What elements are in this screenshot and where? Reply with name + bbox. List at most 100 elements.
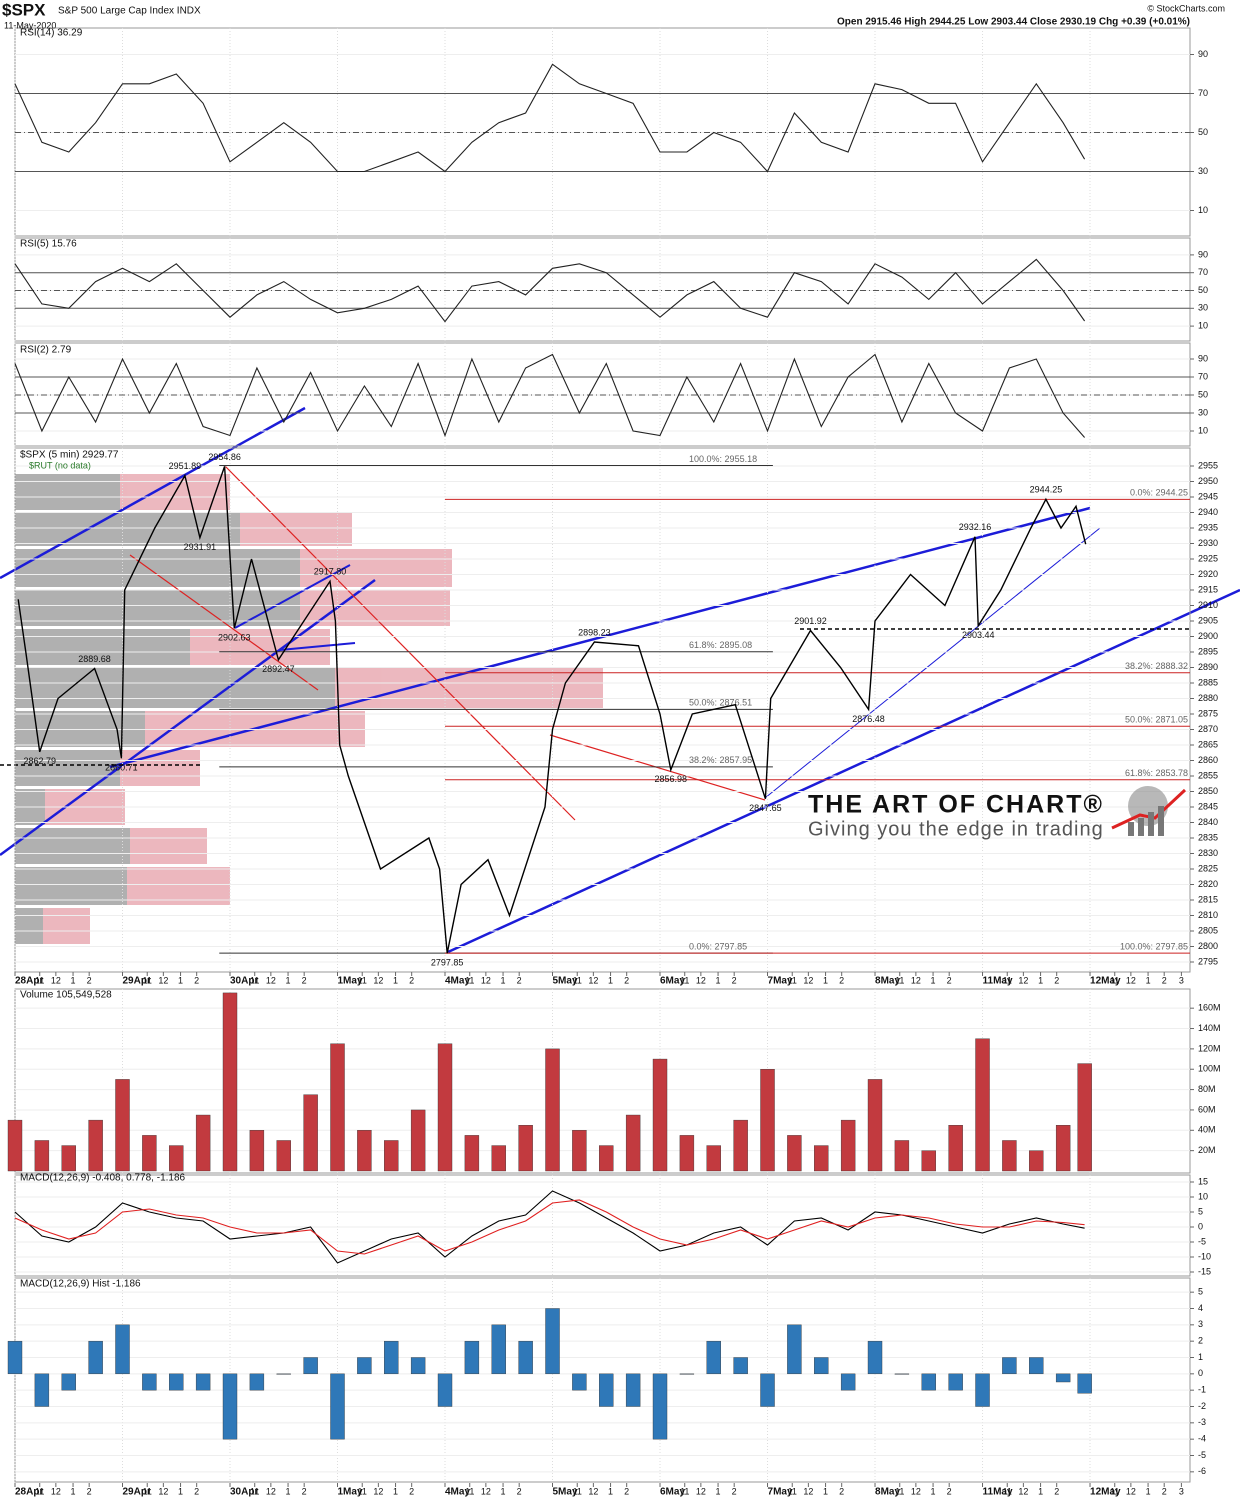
y-tick-label: 2805	[1198, 925, 1218, 935]
y-tick-label: 2915	[1198, 584, 1218, 594]
bar	[410, 1357, 426, 1375]
bar	[572, 1130, 587, 1172]
x-tick-label: 12	[588, 1486, 598, 1496]
y-tick-label: -3	[1198, 1417, 1206, 1427]
trend-line	[279, 642, 356, 651]
panel-subtitle: $RUT (no data)	[29, 460, 91, 470]
x-tick-label: 12	[266, 975, 276, 985]
x-tick-label: 2	[1054, 975, 1059, 985]
vbp-bar	[15, 474, 120, 510]
x-tick-label: 28Apr	[15, 1487, 43, 1498]
y-tick-label: 20M	[1198, 1145, 1216, 1155]
x-tick-label: 28Apr	[15, 976, 43, 987]
price-label: 2847.65	[749, 803, 782, 813]
x-tick-label: 11May	[983, 1487, 1013, 1498]
x-tick-label: 11	[1003, 975, 1012, 985]
trend-line	[109, 506, 1091, 769]
bar	[1002, 1357, 1017, 1375]
x-tick-label: 11	[465, 1486, 474, 1496]
watermark-logo	[1111, 786, 1187, 836]
bar	[840, 1119, 856, 1172]
trend-line	[447, 588, 1240, 954]
vbp-bar	[335, 668, 603, 708]
bar	[303, 1357, 318, 1375]
price-label: 2931.91	[184, 542, 217, 552]
price-label: 2862.79	[23, 756, 56, 766]
x-tick-label: 11	[1110, 1486, 1119, 1496]
bar	[518, 1340, 533, 1375]
y-tick-label: 30	[1198, 407, 1208, 417]
logo-bar	[1148, 812, 1154, 836]
y-tick-label: 2935	[1198, 522, 1218, 532]
y-tick-label: 70	[1198, 267, 1208, 277]
bar	[222, 992, 238, 1172]
x-tick-label: 2	[517, 1486, 522, 1496]
bar	[1077, 1063, 1092, 1172]
y-tick-label: 2830	[1198, 848, 1218, 858]
x-tick-label: 1	[1038, 975, 1043, 985]
x-tick-label: 1	[393, 975, 398, 985]
bar	[1029, 1150, 1044, 1172]
panel-title: MACD(12,26,9) Hist -1.186	[20, 1279, 141, 1290]
x-tick-label: 2	[1162, 1486, 1167, 1496]
date: 11-May-2020	[4, 20, 56, 30]
y-tick-label: 2925	[1198, 553, 1218, 563]
vbp-bar	[127, 867, 230, 905]
y-tick-label: 2910	[1198, 600, 1218, 610]
y-tick-label: 10	[1198, 425, 1208, 435]
vbp-bar	[15, 668, 335, 708]
x-tick-label: 12	[911, 1486, 921, 1496]
x-tick-label: 7May	[768, 976, 793, 987]
panel-title: RSI(5) 15.76	[20, 239, 77, 250]
y-tick-label: 2940	[1198, 507, 1218, 517]
bar	[948, 1373, 963, 1391]
x-tick-label: 4May	[445, 1487, 470, 1498]
x-tick-label: 11	[358, 975, 367, 985]
y-tick-label: -5	[1198, 1450, 1206, 1460]
y-tick-label: 2860	[1198, 755, 1218, 765]
logo-bar	[1128, 822, 1134, 836]
y-tick-label: 60M	[1198, 1104, 1216, 1114]
x-tick-label: 12	[696, 975, 706, 985]
bar	[706, 1145, 721, 1172]
y-tick-label: 10	[1198, 320, 1208, 330]
y-tick-label: 2820	[1198, 879, 1218, 889]
series-line	[14, 258, 1086, 323]
panel-frame	[14, 988, 1191, 1174]
y-tick-label: 2810	[1198, 910, 1218, 920]
x-tick-label: 2	[302, 1486, 307, 1496]
y-tick-label: 140M	[1198, 1023, 1221, 1033]
bar	[357, 1357, 372, 1375]
bar	[7, 1340, 23, 1375]
x-tick-label: 11	[573, 1486, 582, 1496]
price-label: 2951.89	[169, 461, 202, 471]
fib-label: 100.0%: 2797.85	[1120, 942, 1188, 952]
x-tick-label: 11	[35, 975, 44, 985]
logo-bar	[1158, 806, 1164, 836]
bar	[975, 1038, 990, 1172]
x-tick-label: 2	[409, 1486, 414, 1496]
bar	[142, 1373, 157, 1391]
x-tick-label: 2	[1054, 1486, 1059, 1496]
x-tick-label: 12	[1126, 1486, 1136, 1496]
series-line	[14, 63, 1086, 173]
fib-label: 38.2%: 2857.95	[689, 755, 752, 765]
x-tick-label: 1	[1146, 975, 1151, 985]
x-tick-label: 2	[839, 975, 844, 985]
bar	[975, 1373, 990, 1407]
trend-line	[764, 527, 1101, 799]
price-label: 2898.23	[578, 627, 611, 637]
price-label: 2954.86	[208, 452, 241, 462]
x-tick-label: 5May	[553, 1487, 578, 1498]
x-tick-label: 12	[588, 975, 598, 985]
y-tick-label: 2845	[1198, 801, 1218, 811]
y-tick-label: 2945	[1198, 491, 1218, 501]
bar	[195, 1114, 211, 1172]
x-tick-label: 1	[716, 975, 721, 985]
x-tick-label: 2	[87, 975, 92, 985]
trend-line	[0, 406, 306, 580]
x-tick-label: 1	[931, 1486, 936, 1496]
x-tick-label: 6May	[660, 1487, 685, 1498]
x-tick-label: 1	[178, 1486, 183, 1496]
y-tick-label: 70	[1198, 88, 1208, 98]
